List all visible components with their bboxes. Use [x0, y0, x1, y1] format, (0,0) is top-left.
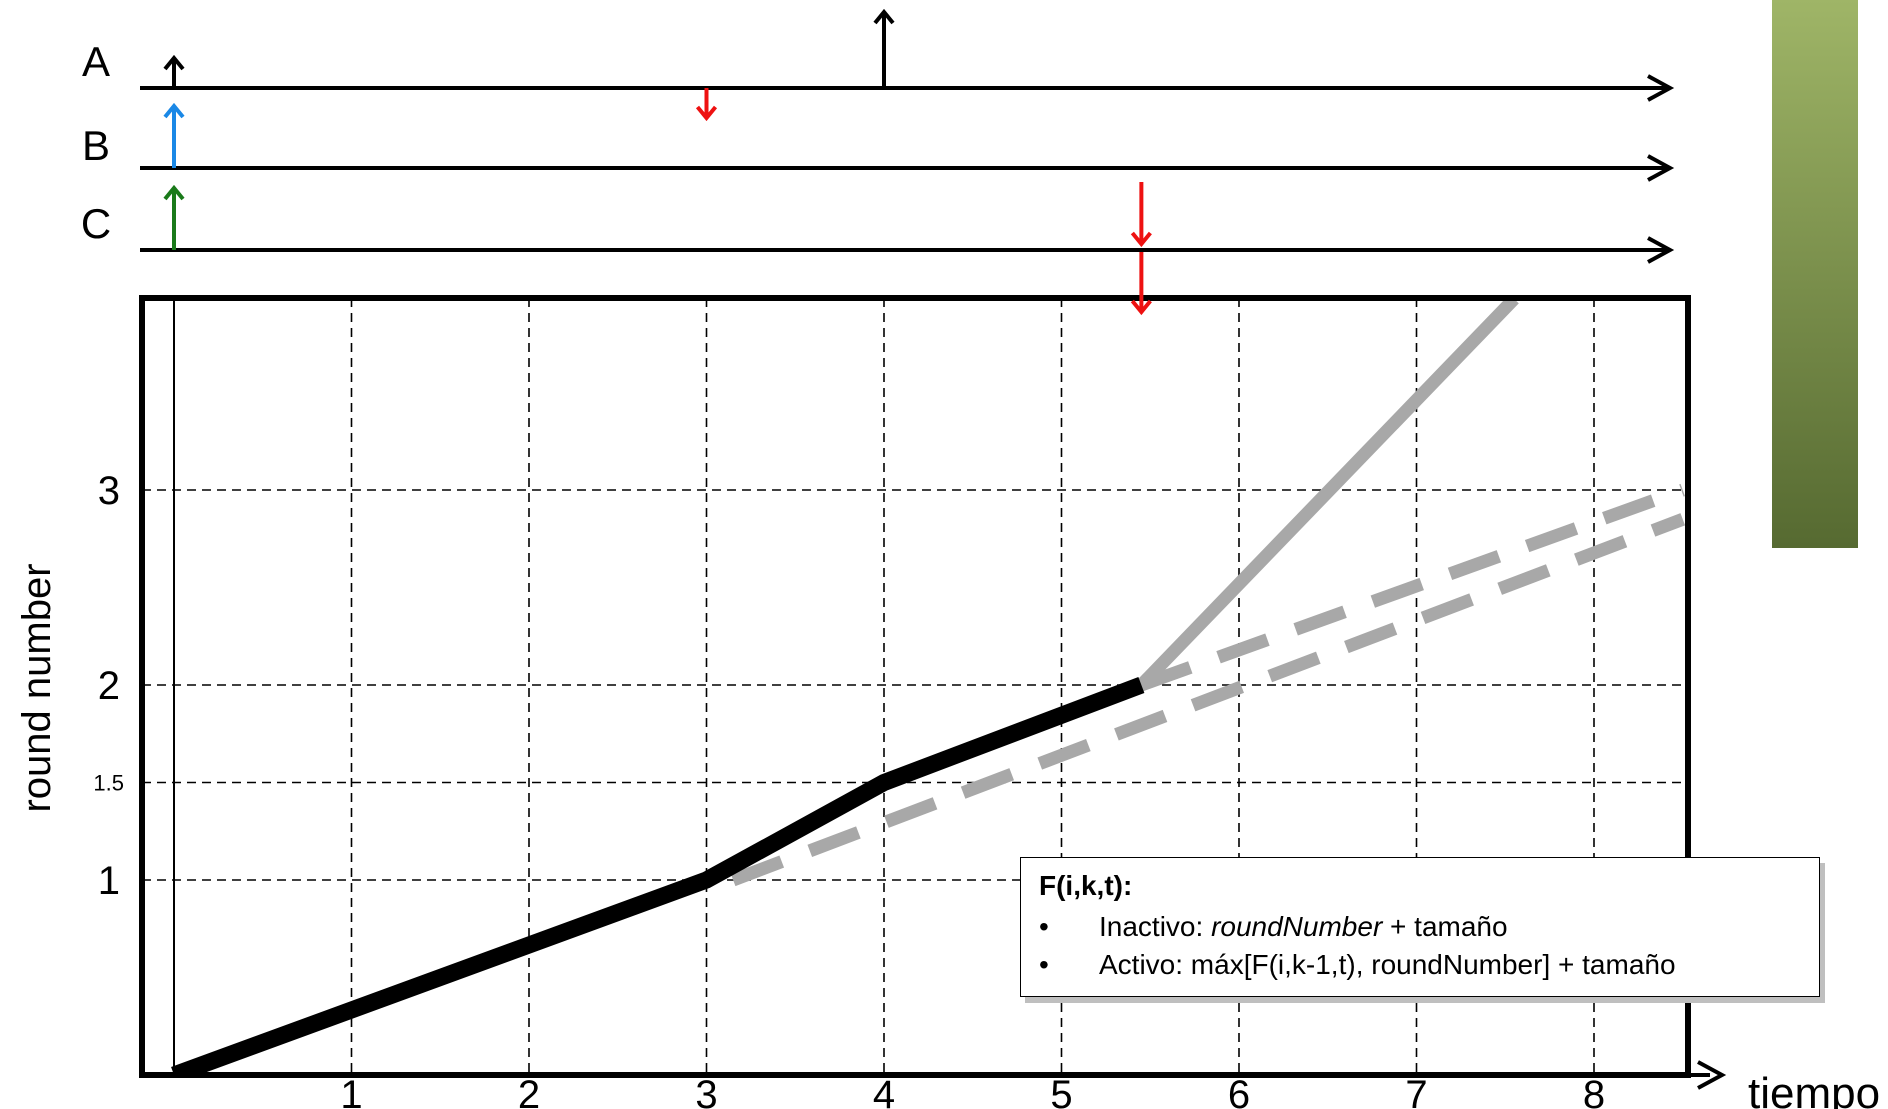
plot-marker [1130, 252, 1152, 316]
y-tick-label: 1 [98, 859, 120, 903]
timeline-label: B [82, 122, 110, 169]
series-line-solid [1136, 298, 1519, 690]
x-tick-label: 3 [695, 1073, 717, 1109]
timeline-label: A [82, 38, 110, 85]
series-line-dashed [1139, 483, 1685, 692]
formula-inactive-term: roundNumber [1211, 911, 1383, 942]
x-tick-label: 7 [1405, 1073, 1427, 1109]
timeline-arrowhead [1647, 74, 1675, 102]
y-tick-label: 2 [98, 664, 120, 708]
formula-item-inactive: • Inactivo: roundNumber + tamaño [1039, 908, 1801, 946]
formula-box: F(i,k,t): • Inactivo: roundNumber + tama… [1020, 857, 1820, 997]
event-arrow-down [1130, 252, 1152, 316]
timeline-b: B [82, 102, 1675, 182]
x-tick-label: 1 [340, 1073, 362, 1109]
timeline-label: C [81, 200, 111, 247]
x-tick-label: 8 [1583, 1073, 1605, 1109]
tick-labels: 1 2 3 4 5 6 7 8 1 1.5 2 3 [93, 469, 1605, 1109]
formula-inactive-label: Inactivo: [1099, 911, 1212, 942]
formula-active-label: Activo: máx[F(i,k-1,t), roundNumber] + t… [1099, 949, 1676, 980]
series-line-thick-solid [171, 677, 1145, 1075]
y-axis-label: round number [15, 563, 59, 812]
timeline-c: C [81, 182, 1675, 264]
event-arrow-up [163, 102, 185, 168]
event-arrow-up [163, 184, 185, 250]
event-arrow-up [163, 54, 185, 88]
x-tick-label: 6 [1228, 1073, 1250, 1109]
event-arrow-up [873, 8, 895, 88]
formula-item-active: • Activo: máx[F(i,k-1,t), roundNumber] +… [1039, 946, 1801, 984]
formula-inactive-suffix: + tamaño [1382, 911, 1508, 942]
timeline-a: A [82, 8, 1675, 122]
event-arrow-down [695, 88, 718, 122]
formula-title: F(i,k,t): [1039, 870, 1133, 901]
event-arrow-down [1130, 182, 1152, 248]
y-tick-label: 3 [98, 469, 120, 513]
decorative-side-bar [1772, 0, 1858, 548]
y-tick-label: 1.5 [93, 771, 124, 796]
timeline-arrowhead [1647, 154, 1675, 182]
bullet: • [1039, 949, 1049, 980]
x-tick-label: 5 [1050, 1073, 1072, 1109]
timeline-arrowhead [1647, 236, 1675, 264]
bullet: • [1039, 911, 1049, 942]
x-tick-label: 2 [518, 1073, 540, 1109]
x-axis-label: tiempo [1748, 1069, 1880, 1109]
series-line-dashed [730, 513, 1686, 887]
series-layer [171, 298, 1686, 1075]
timelines: ABC [81, 8, 1675, 264]
x-tick-label: 4 [873, 1073, 895, 1109]
x-axis-arrowhead [1697, 1060, 1727, 1090]
